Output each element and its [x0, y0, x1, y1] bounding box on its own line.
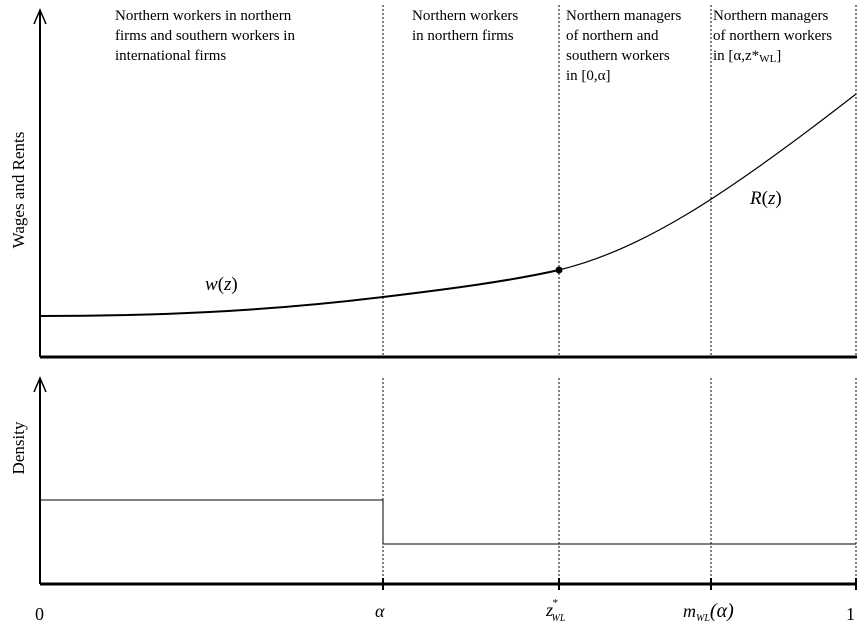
region-label-1: Northern workers in northern firms and s… [115, 8, 299, 64]
density-step [40, 499, 856, 545]
wage-curve-label: w(z) [205, 274, 238, 295]
tick-label-mwl: mWL(α) [683, 600, 734, 624]
tick-label-alpha: α [375, 601, 385, 621]
rent-curve-label: R(z) [749, 188, 782, 209]
kink-point [555, 266, 563, 274]
region-label-3: Northern managers of northern and southe… [566, 8, 685, 84]
tick-label-one: 1 [846, 604, 855, 624]
top-y-axis-label: Wages and Rents [9, 132, 28, 249]
rent-curve [558, 93, 857, 271]
tick-label-zstar: z* WL [545, 597, 566, 624]
region-label-2: Northern workers in northern firms [412, 8, 522, 44]
top-y-axis-arrow [33, 8, 47, 25]
region-label-4: Northern managers of northern workers in… [713, 8, 836, 65]
bottom-y-axis-arrow [33, 376, 47, 393]
bottom-y-axis-label: Density [9, 421, 28, 474]
tick-label-zero: 0 [35, 604, 44, 624]
wage-curve [39, 269, 560, 317]
